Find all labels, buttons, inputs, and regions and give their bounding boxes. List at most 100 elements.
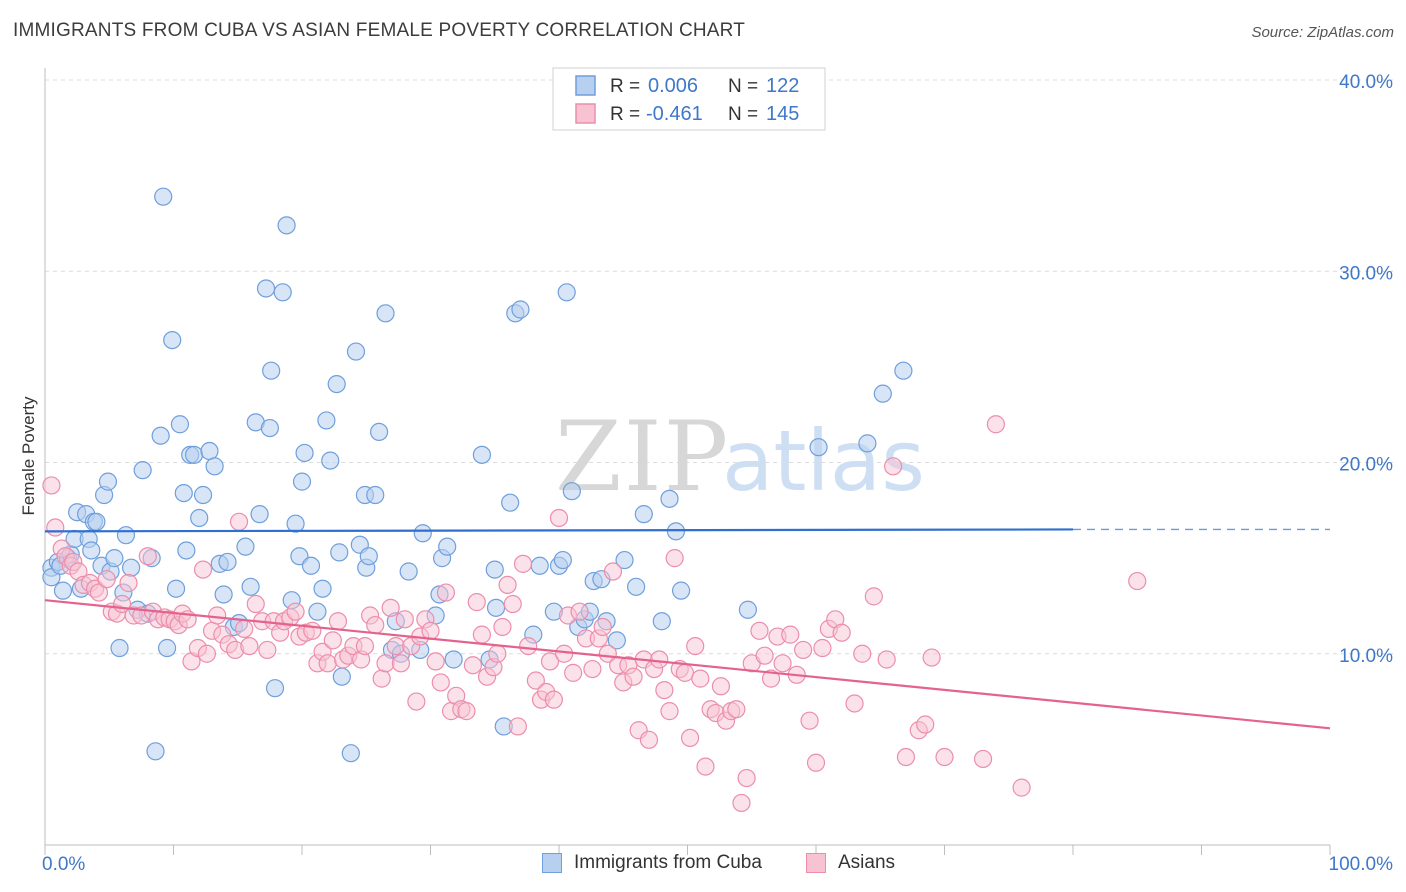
point-immigrants-from-cuba <box>277 216 296 235</box>
point-immigrants-from-cuba <box>154 187 173 206</box>
point-asians <box>583 659 602 679</box>
point-asians <box>877 650 896 669</box>
point-asians <box>732 793 751 813</box>
point-asians <box>246 594 265 614</box>
point-immigrants-from-cuba <box>370 422 389 441</box>
y-tick-label: 40.0% <box>1339 72 1393 93</box>
point-immigrants-from-cuba <box>170 415 190 434</box>
point-asians <box>675 663 695 682</box>
watermark-zip: ZIP <box>555 401 730 513</box>
point-asians <box>328 612 348 631</box>
legend-r-value-blue: 0.006 <box>648 75 698 97</box>
point-immigrants-from-cuba <box>486 598 506 617</box>
point-asians <box>193 560 213 579</box>
point-asians <box>493 617 512 637</box>
point-immigrants-from-cuba <box>359 547 378 566</box>
point-immigrants-from-cuba <box>265 679 285 698</box>
point-asians <box>526 671 545 690</box>
point-immigrants-from-cuba <box>530 556 549 575</box>
point-asians <box>431 673 450 692</box>
point-immigrants-from-cuba <box>511 300 530 319</box>
point-immigrants-from-cuba <box>301 556 321 575</box>
legend-n-value-blue: 122 <box>766 75 799 97</box>
point-asians <box>922 648 941 667</box>
point-asians <box>376 654 395 673</box>
source-label: Source: ZipAtlas.com <box>1251 24 1394 41</box>
point-asians <box>391 654 411 673</box>
point-asians <box>286 602 305 621</box>
point-asians <box>386 636 405 656</box>
point-immigrants-from-cuba <box>218 552 237 572</box>
legend-r-label-blue: R = <box>610 76 645 97</box>
point-immigrants-from-cuba <box>341 744 360 763</box>
point-asians <box>498 575 517 595</box>
point-asians <box>229 512 249 531</box>
point-immigrants-from-cuba <box>438 537 457 556</box>
point-asians <box>436 583 456 602</box>
point-immigrants-from-cuba <box>671 581 691 600</box>
point-asians <box>737 768 756 788</box>
point-asians <box>727 700 746 719</box>
point-immigrants-from-cuba <box>330 543 349 562</box>
point-asians <box>549 508 569 528</box>
watermark: ZIP atlas <box>555 401 925 513</box>
point-immigrants-from-cuba <box>399 562 418 581</box>
point-immigrants-from-cuba <box>894 361 913 380</box>
x-ticks <box>44 845 1331 855</box>
point-asians <box>303 621 322 640</box>
point-asians <box>883 457 903 476</box>
point-immigrants-from-cuba <box>615 550 634 570</box>
point-asians <box>381 598 400 617</box>
point-asians <box>318 654 337 673</box>
point-immigrants-from-cuba <box>241 577 260 596</box>
point-immigrants-from-cuba <box>174 484 193 503</box>
point-immigrants-from-cuba <box>413 524 432 543</box>
legend-bottom: Immigrants from Cuba Asians <box>0 852 1406 878</box>
point-asians <box>598 644 617 663</box>
point-asians <box>781 625 800 644</box>
point-immigrants-from-cuba <box>321 451 340 470</box>
point-immigrants-from-cuba <box>250 505 269 524</box>
point-immigrants-from-cuba <box>332 667 351 686</box>
point-immigrants-from-cuba <box>157 638 177 658</box>
point-immigrants-from-cuba <box>205 457 224 476</box>
point-immigrants-from-cuba <box>317 411 336 430</box>
legend-item-asians: Asians <box>806 852 895 874</box>
point-asians <box>986 415 1006 434</box>
point-immigrants-from-cuba <box>660 489 679 508</box>
y-axis-label: Female Poverty <box>19 396 38 516</box>
point-asians <box>832 623 851 642</box>
point-immigrants-from-cuba <box>110 638 129 658</box>
point-immigrants-from-cuba <box>652 612 671 631</box>
point-asians <box>258 640 277 660</box>
grid-lines <box>45 79 1395 655</box>
point-asians <box>935 747 954 767</box>
point-immigrants-from-cuba <box>873 384 892 403</box>
point-asians <box>463 656 483 675</box>
point-immigrants-from-cuba <box>151 426 170 445</box>
point-asians <box>711 677 731 696</box>
point-immigrants-from-cuba <box>146 742 165 761</box>
legend-bottom-swatch-blue <box>542 853 562 873</box>
point-asians <box>467 593 486 612</box>
point-asians <box>407 692 426 711</box>
point-asians <box>1128 571 1147 591</box>
legend-swatch-blue <box>575 75 596 96</box>
point-asians <box>208 606 227 625</box>
point-asians <box>813 638 832 658</box>
point-immigrants-from-cuba <box>260 418 279 438</box>
legend-n-label-blue: N = <box>728 76 763 97</box>
point-immigrants-from-cuba <box>105 549 124 568</box>
point-asians <box>773 654 792 673</box>
point-asians <box>42 476 61 495</box>
point-immigrants-from-cuba <box>184 445 204 464</box>
point-asians <box>800 711 819 730</box>
point-asians <box>864 587 883 606</box>
point-asians <box>472 625 491 644</box>
point-asians <box>660 702 679 721</box>
point-asians <box>686 636 705 656</box>
point-immigrants-from-cuba <box>262 361 281 380</box>
point-asians <box>755 646 774 665</box>
point-asians <box>624 667 643 686</box>
